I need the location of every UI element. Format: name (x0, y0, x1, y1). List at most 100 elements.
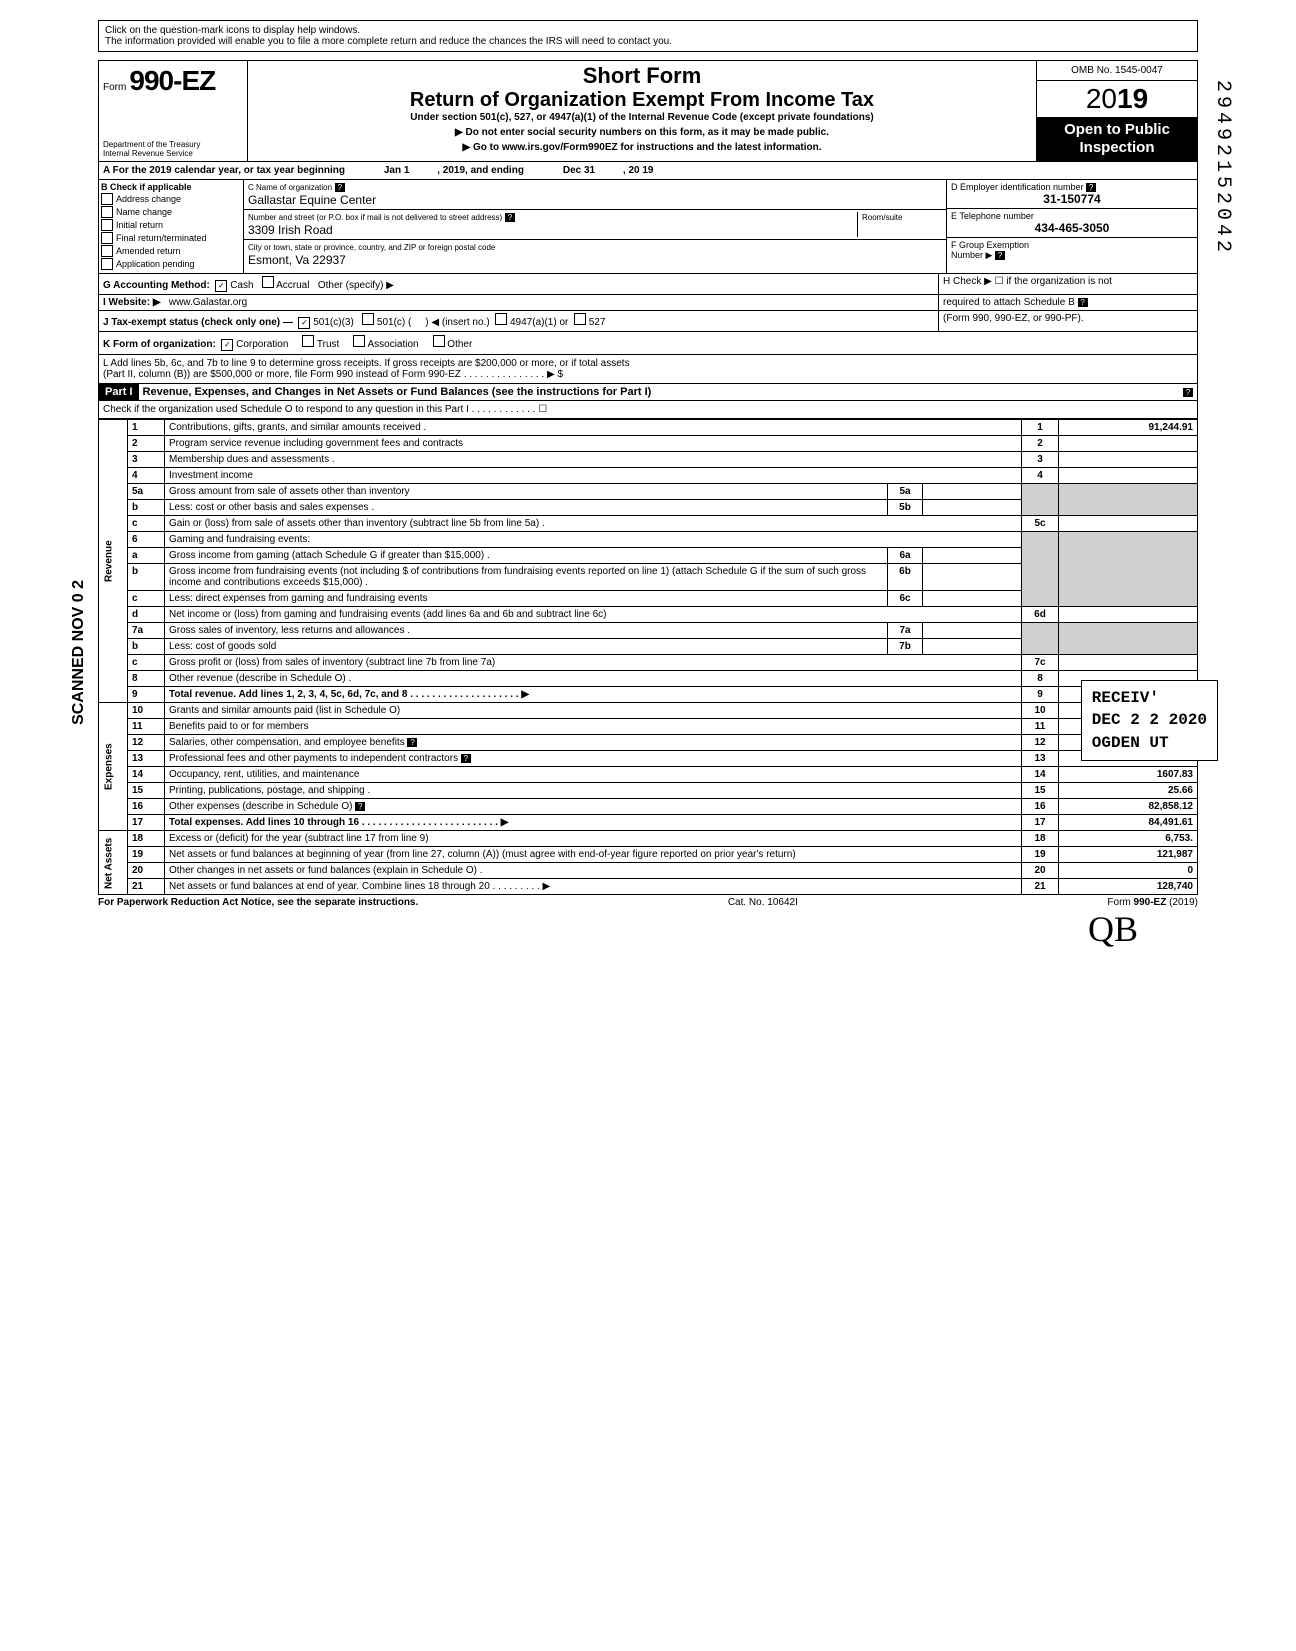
cb-501c3[interactable]: ✓ (298, 317, 310, 329)
ln-5b-ival (923, 500, 1022, 516)
year-prefix: 20 (1086, 83, 1117, 114)
ln-21-val: 128,740 (1059, 879, 1198, 895)
ln-5c-desc: Gain or (loss) from sale of assets other… (165, 516, 1022, 532)
ln-18-box: 18 (1022, 831, 1059, 847)
phone-value: 434-465-3050 (951, 221, 1193, 235)
cb-association[interactable] (353, 335, 365, 347)
form-number-cell: Form 990-EZ Department of the Treasury I… (99, 61, 248, 161)
cb-application-pending[interactable] (101, 258, 113, 270)
ln-2-num: 2 (128, 436, 165, 452)
part-1-header: Part I Revenue, Expenses, and Changes in… (98, 384, 1198, 401)
cb-corporation[interactable]: ✓ (221, 339, 233, 351)
col-right: D Employer identification number ? 31-15… (946, 180, 1197, 273)
h-line-1: H Check ▶ ☐ if the organization is not (943, 276, 1112, 287)
help-icon[interactable]: ? (1086, 183, 1096, 192)
row-a-end: Dec 31 (563, 165, 595, 176)
lines-table: Revenue 1 Contributions, gifts, grants, … (98, 419, 1198, 895)
ln-7b-ibox: 7b (888, 639, 923, 655)
part-1-title: Revenue, Expenses, and Changes in Net As… (139, 384, 1183, 400)
ln-8-num: 8 (128, 671, 165, 687)
ln-7b-desc: Less: cost of goods sold (165, 639, 888, 655)
j-501c3: 501(c)(3) (313, 317, 354, 328)
ln-12-num: 12 (128, 735, 165, 751)
ln-7c-val (1059, 655, 1198, 671)
stamp-line-3: OGDEN UT (1092, 732, 1207, 754)
ln-10-desc: Grants and similar amounts paid (list in… (165, 703, 1022, 719)
ln-5a-num: 5a (128, 484, 165, 500)
help-icon[interactable]: ? (461, 754, 471, 763)
k-assoc: Association (367, 339, 418, 350)
ln-16-box: 16 (1022, 799, 1059, 815)
help-icon[interactable]: ? (1183, 388, 1193, 397)
ln-6d-val (1059, 607, 1198, 623)
cb-accrual[interactable] (262, 276, 274, 288)
ln-7a-desc: Gross sales of inventory, less returns a… (165, 623, 888, 639)
f-label-2: Number ▶ (951, 250, 992, 260)
row-k: K Form of organization: ✓ Corporation Tr… (98, 332, 1198, 355)
ln-9-box: 9 (1022, 687, 1059, 703)
h-line-2: required to attach Schedule B (943, 297, 1075, 308)
ln-15-val: 25.66 (1059, 783, 1198, 799)
ln-4-val (1059, 468, 1198, 484)
cb-other-org[interactable] (433, 335, 445, 347)
ln-7c-num: c (128, 655, 165, 671)
cb-label-3: Final return/terminated (116, 233, 207, 243)
help-icon[interactable]: ? (995, 251, 1005, 260)
ln-18-num: 18 (128, 831, 165, 847)
cb-label-1: Name change (116, 207, 172, 217)
row-a-tail: , 20 19 (623, 165, 654, 176)
section-netassets-label: Net Assets (99, 831, 128, 895)
ln-8-desc: Other revenue (describe in Schedule O) . (165, 671, 1022, 687)
ln-19-desc: Net assets or fund balances at beginning… (165, 847, 1022, 863)
ln-20-desc: Other changes in net assets or fund bala… (165, 863, 1022, 879)
row-a-label: A For the 2019 calendar year, or tax yea… (103, 165, 345, 176)
ln-11-desc: Benefits paid to or for members (165, 719, 1022, 735)
stamp-line-1: RECEIV' (1092, 687, 1207, 709)
help-icon[interactable]: ? (407, 738, 417, 747)
ln-3-val (1059, 452, 1198, 468)
j-527: 527 (589, 317, 606, 328)
ln-15-num: 15 (128, 783, 165, 799)
ln-21-num: 21 (128, 879, 165, 895)
j-4947: 4947(a)(1) or (510, 317, 568, 328)
ln-1-box: 1 (1022, 420, 1059, 436)
cb-cash[interactable]: ✓ (215, 280, 227, 292)
g-cash: Cash (230, 280, 253, 291)
cb-amended-return[interactable] (101, 245, 113, 257)
ln-6a-ibox: 6a (888, 548, 923, 564)
org-name: Gallastar Equine Center (248, 193, 376, 207)
form-word: Form (103, 82, 126, 93)
help-icon[interactable]: ? (355, 802, 365, 811)
cb-501c[interactable] (362, 313, 374, 325)
short-form-heading: Short Form (252, 63, 1032, 89)
ln-6-num: 6 (128, 532, 165, 548)
cb-name-change[interactable] (101, 206, 113, 218)
main-title: Return of Organization Exempt From Incom… (252, 89, 1032, 112)
row-a-mid: , 2019, and ending (437, 165, 524, 176)
cb-527[interactable] (574, 313, 586, 325)
form-number: 990-EZ (129, 65, 215, 96)
ln-6b-ival (923, 564, 1022, 591)
ln-7a-ival (923, 623, 1022, 639)
e-label: E Telephone number (951, 211, 1034, 221)
footer-mid: Cat. No. 10642I (728, 897, 798, 908)
cb-trust[interactable] (302, 335, 314, 347)
cb-final-return[interactable] (101, 232, 113, 244)
cb-4947[interactable] (495, 313, 507, 325)
shade-7 (1022, 623, 1059, 655)
ln-20-num: 20 (128, 863, 165, 879)
ln-14-box: 14 (1022, 767, 1059, 783)
cb-initial-return[interactable] (101, 219, 113, 231)
cb-address-change[interactable] (101, 193, 113, 205)
f-label: F Group Exemption (951, 240, 1029, 250)
scanned-stamp: SCANNED NOV 0 2 (70, 580, 88, 725)
ln-3-num: 3 (128, 452, 165, 468)
help-icon[interactable]: ? (505, 213, 515, 222)
year-suffix: 19 (1117, 83, 1148, 114)
cb-label-2: Initial return (116, 220, 163, 230)
help-icon[interactable]: ? (1078, 298, 1088, 307)
k-other: Other (447, 339, 472, 350)
ln-8-box: 8 (1022, 671, 1059, 687)
help-icon[interactable]: ? (335, 183, 345, 192)
part-1-tag: Part I (99, 384, 139, 400)
